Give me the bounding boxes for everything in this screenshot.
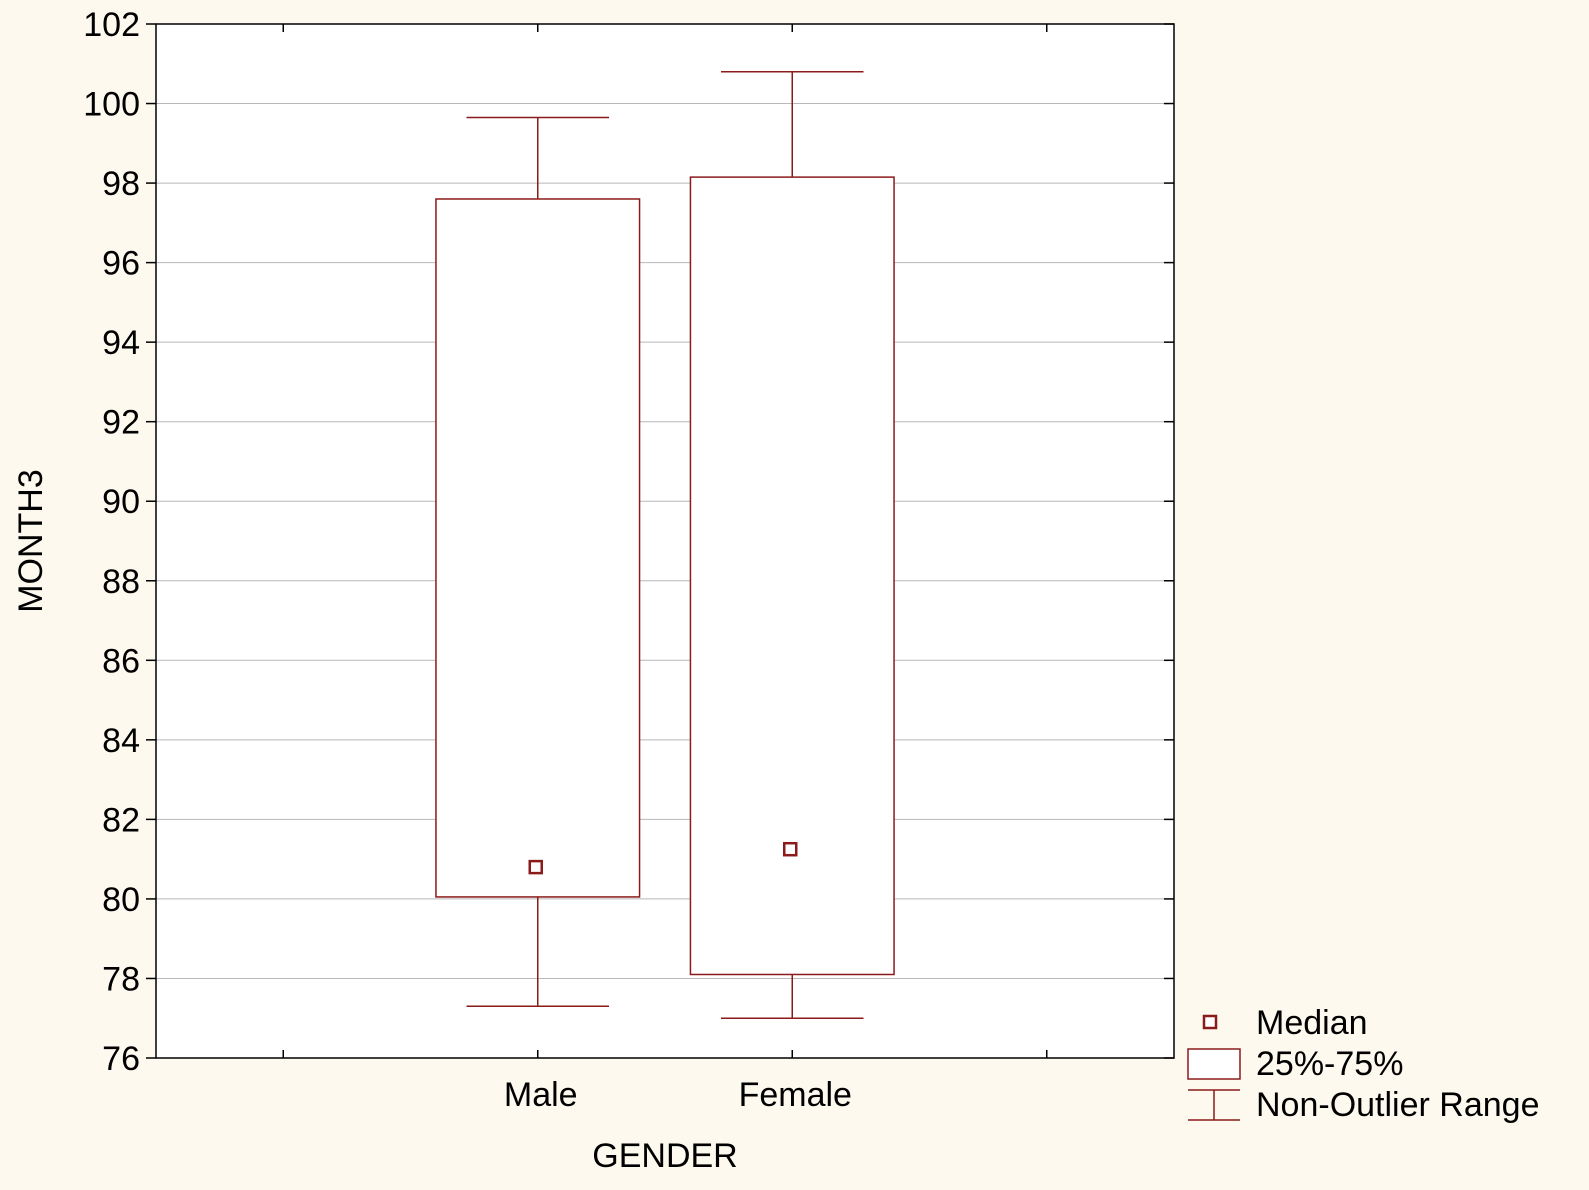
y-tick-label: 90 <box>102 483 140 521</box>
x-tick-labels: Male Female <box>504 1076 852 1114</box>
legend-whisker-label: Non-Outlier Range <box>1256 1086 1539 1124</box>
legend-box-swatch <box>1188 1049 1240 1079</box>
y-tick-label: 102 <box>83 6 140 44</box>
iqr-box <box>436 199 640 897</box>
y-tick-label: 100 <box>83 86 140 124</box>
x-tick-label: Female <box>739 1076 852 1114</box>
legend-median-label: Median <box>1256 1004 1368 1042</box>
y-tick-label: 78 <box>102 960 140 998</box>
legend-whisker-swatch <box>1188 1090 1240 1120</box>
plot-area <box>156 24 1174 1058</box>
y-tick-label: 76 <box>102 1040 140 1078</box>
y-tick-labels: 76 78 80 82 84 86 88 90 92 94 96 98 100 102 <box>83 6 140 1078</box>
y-tick-label: 92 <box>102 404 140 442</box>
legend-box-label: 25%-75% <box>1256 1045 1403 1083</box>
median-marker <box>784 843 796 855</box>
y-tick-label: 86 <box>102 642 140 680</box>
y-tick-label: 94 <box>102 324 140 362</box>
y-tick-label: 98 <box>102 165 140 203</box>
y-tick-label: 82 <box>102 801 140 839</box>
y-tick-label: 80 <box>102 881 140 919</box>
x-axis-label: GENDER <box>592 1137 737 1175</box>
x-tick-label: Male <box>504 1076 578 1114</box>
y-tick-label: 96 <box>102 245 140 283</box>
y-tick-label: 84 <box>102 722 140 760</box>
y-tick-label: 88 <box>102 563 140 601</box>
median-marker <box>530 861 542 873</box>
legend: Median 25%-75% Non-Outlier Range <box>1188 1004 1539 1124</box>
y-axis-label: MONTH3 <box>12 469 50 613</box>
legend-median-swatch <box>1204 1016 1216 1028</box>
